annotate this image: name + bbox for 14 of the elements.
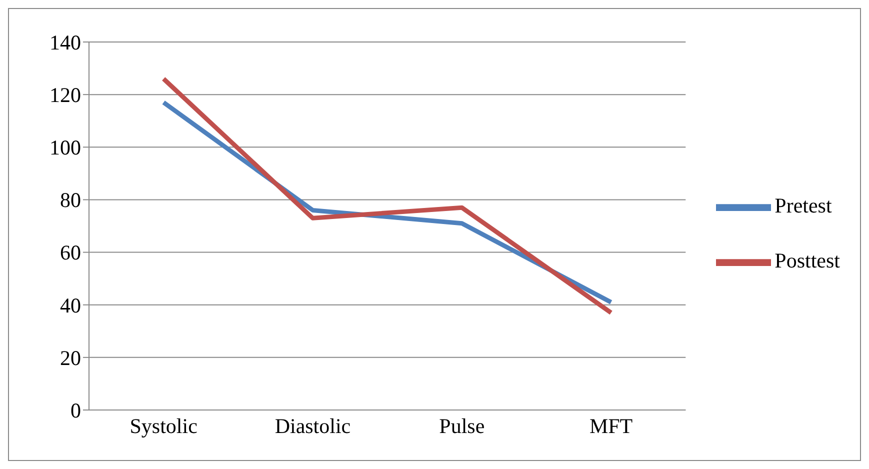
x-tick-label: Diastolic bbox=[274, 414, 351, 438]
x-tick-label: Systolic bbox=[130, 414, 198, 438]
y-tick-label: 60 bbox=[60, 240, 81, 265]
y-tick-label: 80 bbox=[60, 188, 81, 212]
legend-label: Posttest bbox=[774, 248, 840, 272]
y-tick-label: 40 bbox=[60, 293, 81, 318]
y-tick-label: 100 bbox=[50, 136, 81, 160]
x-tick-label: MFT bbox=[589, 414, 633, 438]
y-tick-label: 20 bbox=[60, 346, 81, 370]
x-tick-label: Pulse bbox=[439, 414, 485, 438]
legend-label: Pretest bbox=[774, 192, 832, 217]
y-tick-label: 120 bbox=[50, 83, 81, 108]
y-tick-label: 0 bbox=[70, 398, 81, 422]
y-tick-label: 140 bbox=[50, 30, 81, 54]
